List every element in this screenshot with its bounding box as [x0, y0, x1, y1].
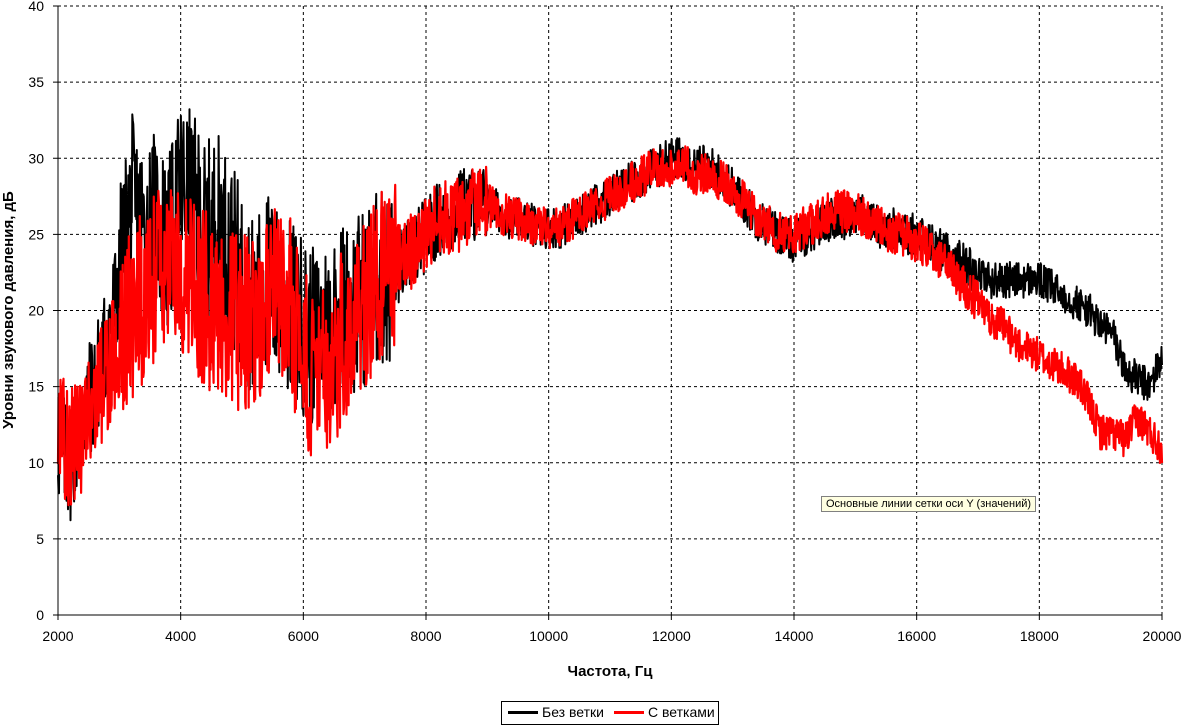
axes — [53, 5, 1163, 620]
y-tick-label: 40 — [28, 0, 44, 14]
x-tick-label: 10000 — [529, 628, 568, 644]
x-tick-label: 6000 — [288, 628, 319, 644]
x-tick-label: 20000 — [1143, 628, 1182, 644]
y-tick-label: 35 — [28, 74, 44, 90]
series-line-2 — [56, 145, 1164, 507]
series-group — [56, 108, 1164, 522]
x-tick-label: 4000 — [165, 628, 196, 644]
x-axis-title: Частота, Гц — [568, 663, 654, 680]
x-tick-label: 14000 — [775, 628, 814, 644]
legend-label-series-2: С ветками — [648, 704, 715, 720]
y-tick-label: 30 — [28, 150, 44, 166]
x-tick-label: 18000 — [1020, 628, 1059, 644]
y-tick-label: 10 — [28, 455, 44, 471]
y-tick-label: 20 — [28, 303, 44, 319]
legend-item-series-1: Без ветки — [508, 704, 604, 720]
legend-label-series-1: Без ветки — [542, 704, 604, 720]
x-tick-label: 16000 — [897, 628, 936, 644]
y-axis-title: Уровни звукового давления, дБ — [0, 191, 17, 429]
x-tick-labels: 2000 4000 6000 8000 10000 12000 14000 16000 1800… — [42, 628, 1181, 644]
y-tick-label: 5 — [36, 531, 44, 547]
x-tick-label: 2000 — [42, 628, 73, 644]
x-tick-label: 8000 — [410, 628, 441, 644]
legend: Без ветки С ветками — [501, 701, 719, 725]
legend-item-series-2: С ветками — [614, 704, 715, 720]
y-tick-labels: 0 5 10 15 20 25 30 35 40 — [28, 0, 44, 623]
y-tick-label: 0 — [36, 607, 44, 623]
gridline-tooltip: Основные линии сетки оси Y (значений) — [821, 496, 1037, 512]
x-tick-label: 12000 — [652, 628, 691, 644]
y-tick-label: 25 — [28, 226, 44, 242]
y-tick-label: 15 — [28, 379, 44, 395]
